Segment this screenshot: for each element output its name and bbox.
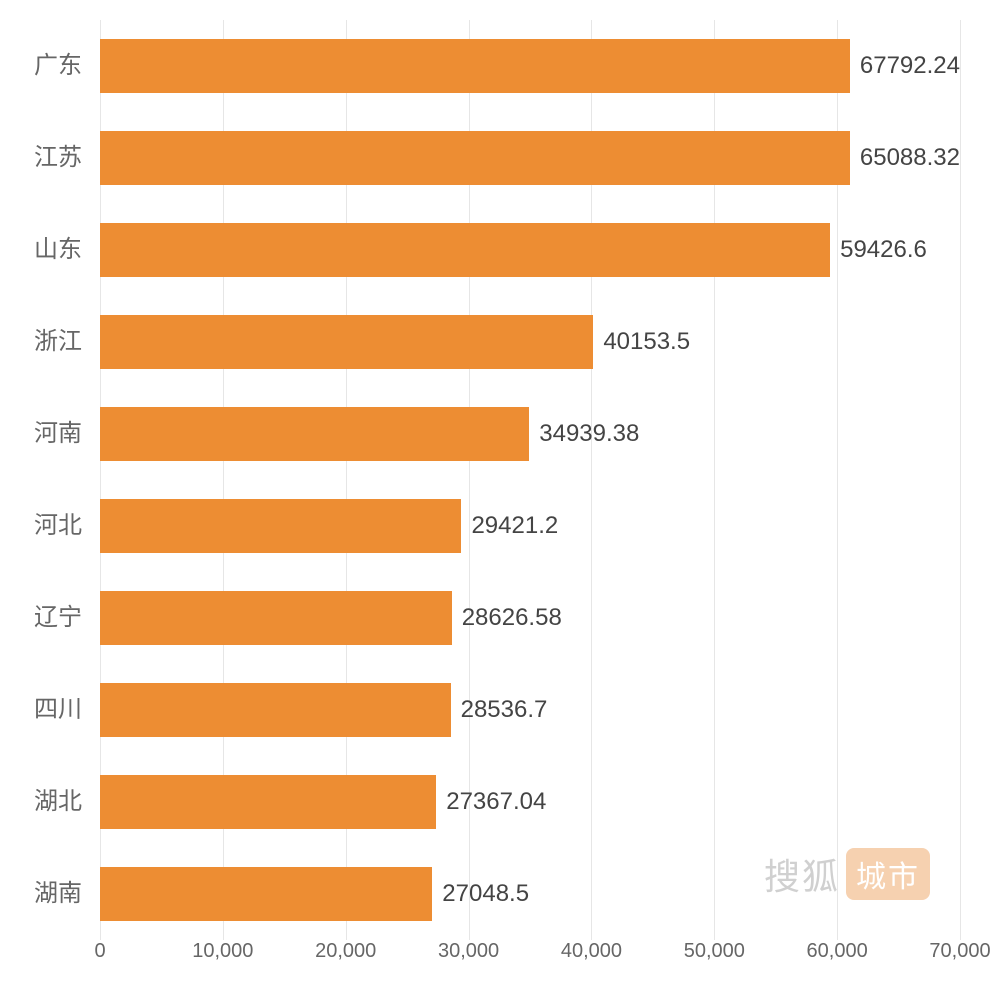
bar: [100, 591, 452, 644]
x-tick-label: 20,000: [315, 940, 376, 963]
y-category-label: 江苏: [0, 112, 82, 204]
bar: [100, 131, 850, 184]
bar-row: 28536.7: [100, 683, 960, 736]
x-tick-label: 30,000: [438, 940, 499, 963]
y-category-label: 河北: [0, 480, 82, 572]
y-category-label: 湖南: [0, 848, 82, 940]
y-category-label: 河南: [0, 388, 82, 480]
bar-value-label: 29421.2: [471, 512, 558, 540]
watermark: 搜狐 城市: [764, 848, 930, 900]
bar: [100, 223, 830, 276]
bar: [100, 867, 432, 920]
bar: [100, 315, 593, 368]
bar: [100, 683, 451, 736]
watermark-brand: 搜狐: [764, 848, 840, 900]
bar-value-label: 40153.5: [603, 328, 690, 356]
y-category-label: 湖北: [0, 756, 82, 848]
bar-value-label: 67792.24: [860, 52, 960, 80]
x-axis: 010,00020,00030,00040,00050,00060,00070,…: [100, 940, 960, 980]
bar-value-label: 34939.38: [539, 420, 639, 448]
y-category-label: 山东: [0, 204, 82, 296]
bar: [100, 499, 461, 552]
y-category-label: 广东: [0, 20, 82, 112]
bar-row: 65088.32: [100, 131, 960, 184]
bar-value-label: 27048.5: [442, 880, 529, 908]
bar-row: 59426.6: [100, 223, 960, 276]
bar-row: 29421.2: [100, 499, 960, 552]
bar: [100, 407, 529, 460]
y-category-label: 四川: [0, 664, 82, 756]
watermark-badge: 城市: [846, 848, 930, 900]
y-category-label: 浙江: [0, 296, 82, 388]
bar-value-label: 28536.7: [461, 696, 548, 724]
bar-value-label: 27367.04: [446, 788, 546, 816]
x-tick-label: 50,000: [684, 940, 745, 963]
bar-value-label: 28626.58: [462, 604, 562, 632]
x-tick-label: 10,000: [192, 940, 253, 963]
bar-row: 40153.5: [100, 315, 960, 368]
gridline: [960, 20, 961, 940]
bar-row: 27367.04: [100, 775, 960, 828]
bar-row: 67792.24: [100, 39, 960, 92]
x-tick-label: 70,000: [929, 940, 990, 963]
bar-row: 28626.58: [100, 591, 960, 644]
plot-area: 67792.24 65088.32 59426.6 40153.5 34939.38 29…: [100, 20, 960, 940]
bar: [100, 39, 850, 92]
bar-row: 34939.38: [100, 407, 960, 460]
bar-value-label: 59426.6: [840, 236, 927, 264]
bar: [100, 775, 436, 828]
x-tick-label: 60,000: [807, 940, 868, 963]
x-tick-label: 40,000: [561, 940, 622, 963]
bar-value-label: 65088.32: [860, 144, 960, 172]
y-category-label: 辽宁: [0, 572, 82, 664]
x-tick-label: 0: [94, 940, 105, 963]
chart-container: 67792.24 65088.32 59426.6 40153.5 34939.38 29…: [0, 0, 1000, 1000]
